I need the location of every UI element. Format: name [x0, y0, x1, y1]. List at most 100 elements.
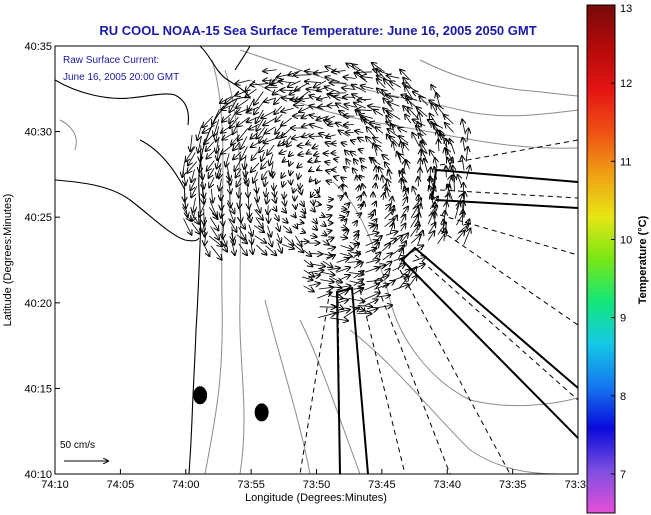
current-vector [190, 135, 192, 151]
current-vector [284, 191, 285, 199]
current-vector [255, 180, 257, 193]
current-vector [326, 215, 331, 217]
current-vector [279, 151, 287, 154]
current-vector [287, 140, 292, 147]
current-vector [245, 88, 257, 97]
current-vector [331, 277, 342, 283]
current-vector [228, 208, 234, 223]
current-vector [339, 237, 347, 238]
current-vector [380, 269, 390, 280]
current-vector [261, 160, 268, 169]
current-vector [376, 175, 377, 181]
current-vector [273, 206, 276, 211]
current-vector [321, 215, 325, 217]
current-vector [466, 147, 468, 162]
current-vector [310, 264, 325, 266]
track-line [414, 254, 578, 401]
current-vector [334, 159, 337, 160]
surface-current-vectors [182, 63, 470, 321]
current-vector [212, 109, 220, 124]
current-vector [382, 155, 390, 161]
current-vector [294, 224, 297, 228]
current-vector [303, 285, 314, 292]
current-vector [360, 158, 364, 162]
current-vector [209, 177, 215, 187]
current-vector [353, 279, 363, 286]
current-vector [198, 136, 202, 152]
current-vector [251, 141, 260, 147]
current-vector [264, 177, 266, 186]
current-vector [236, 98, 249, 108]
plot-area [55, 46, 578, 474]
current-vector [274, 96, 283, 104]
current-vector [301, 201, 304, 206]
current-vector [207, 160, 215, 171]
x-tick-label: 73:3 [565, 479, 586, 491]
current-vector [229, 98, 238, 112]
colorbar-tick-label: 9 [620, 313, 626, 325]
current-vector [262, 170, 268, 180]
current-vector [392, 236, 402, 245]
current-vector [208, 167, 215, 178]
current-vector [306, 142, 310, 144]
current-vector [372, 252, 380, 261]
y-tick-label: 40:20 [24, 298, 52, 310]
current-vector [221, 197, 222, 210]
current-vector [214, 119, 220, 136]
current-vector [222, 213, 223, 225]
current-vector [300, 189, 301, 194]
current-vector [317, 313, 336, 318]
coastline-path [55, 179, 200, 242]
current-vector [281, 172, 284, 177]
current-vector [298, 172, 300, 179]
current-vector [278, 242, 282, 253]
track-line [299, 289, 331, 474]
current-vector [400, 70, 412, 82]
current-vector [216, 136, 219, 153]
current-vector [190, 178, 197, 190]
current-vector [454, 202, 459, 219]
current-vector [370, 123, 381, 126]
x-tick-label: 74:00 [172, 479, 200, 491]
current-vector [236, 234, 247, 244]
axis-ticks: 74:10 74:05 74:00 73:55 73:50 73:45 73:40 73:35… [24, 41, 586, 491]
current-vector [345, 193, 346, 196]
current-vector [247, 116, 260, 122]
current-vector [202, 188, 203, 203]
current-vector [210, 226, 219, 239]
current-vector [263, 70, 277, 72]
current-vector [202, 124, 215, 133]
y-tick-label: 40:15 [24, 383, 52, 395]
current-vector [283, 135, 292, 145]
current-vector [249, 206, 250, 217]
current-vector [313, 226, 317, 230]
current-vector [235, 80, 251, 84]
current-vector [361, 76, 373, 78]
current-vector [334, 176, 336, 177]
current-vector [325, 142, 332, 144]
current-vector [238, 128, 249, 141]
current-vector [281, 117, 292, 126]
current-vector [240, 136, 248, 149]
colorbar-tick-label: 11 [620, 156, 631, 168]
current-vector [467, 128, 469, 142]
current-vector [249, 124, 260, 129]
current-vector [261, 151, 264, 161]
colorbar: 13 12 11 10 9 8 7 Temperature (°C) [586, 3, 649, 514]
inset-line-2: June 16, 2005 20:00 GMT [63, 72, 179, 83]
current-vector [220, 240, 227, 252]
x-tick-label: 73:50 [303, 479, 331, 491]
current-vector [375, 295, 390, 297]
colorbar-tick-label: 7 [620, 469, 626, 481]
current-vector [281, 127, 292, 137]
current-vector [312, 208, 315, 212]
current-vector [221, 205, 224, 218]
current-vector [265, 245, 277, 256]
current-vector [390, 223, 394, 235]
current-vector [275, 213, 279, 221]
current-vector [233, 151, 242, 160]
contour-line [264, 299, 311, 474]
station-marker [193, 386, 208, 405]
current-vector [201, 172, 204, 189]
current-vector [354, 103, 366, 109]
